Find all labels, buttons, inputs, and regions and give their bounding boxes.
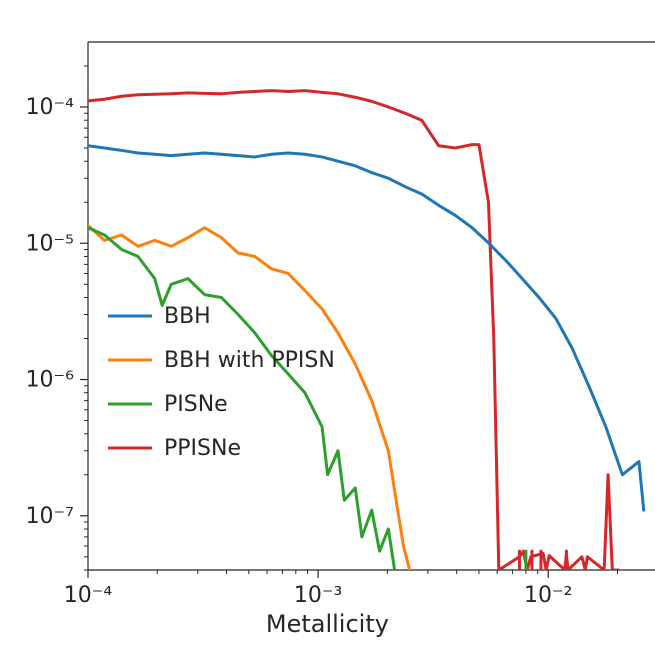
legend-label: BBH with PPISN [164, 348, 335, 373]
xtick-label: 10⁻² [524, 583, 572, 608]
ytick-label: 10⁻⁴ [26, 95, 75, 120]
ytick-label: 10⁻⁶ [26, 368, 75, 393]
chart-container: 10⁻⁴ 10⁻³ 10⁻² 10⁻⁷ 10⁻⁶ 10⁻⁵ 10⁻⁴ Metallicity B… [0, 0, 655, 655]
legend-label: PPISNe [164, 436, 241, 461]
xtick-label: 10⁻³ [294, 583, 342, 608]
xtick-label: 10⁻⁴ [64, 583, 113, 608]
line-chart: 10⁻⁴ 10⁻³ 10⁻² 10⁻⁷ 10⁻⁶ 10⁻⁵ 10⁻⁴ Metallicity B… [0, 0, 655, 655]
legend-label: PISNe [164, 392, 228, 417]
x-axis-label: Metallicity [266, 610, 389, 638]
ytick-label: 10⁻⁵ [26, 231, 74, 256]
ytick-label: 10⁻⁷ [26, 504, 74, 529]
legend-label: BBH [164, 304, 211, 329]
